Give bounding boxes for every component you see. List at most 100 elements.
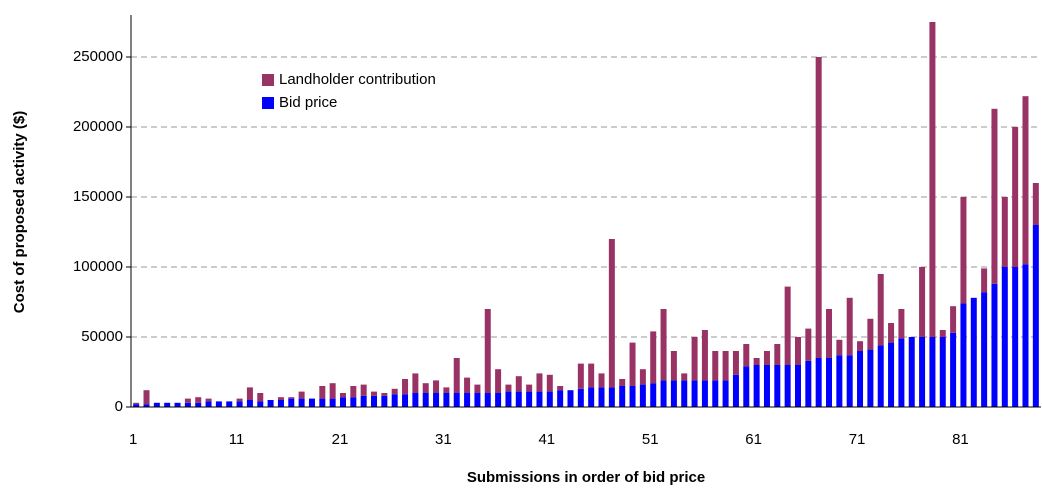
bar-segment	[639, 384, 646, 407]
bar-segment	[929, 22, 936, 337]
bar-segment	[681, 373, 688, 381]
bar-segment	[505, 391, 512, 407]
bar-segment	[991, 108, 998, 284]
bar-segment	[701, 380, 708, 407]
bar-segment	[763, 351, 770, 365]
bar-segment	[846, 297, 853, 356]
bar-segment	[877, 274, 884, 346]
bar-segment	[205, 401, 212, 407]
bar-segment	[577, 388, 584, 407]
bar-segment	[288, 398, 295, 407]
y-tick-label: 100000	[73, 258, 123, 275]
bar-segment	[236, 401, 243, 407]
bar-segment	[888, 323, 895, 343]
bar-segment	[691, 337, 698, 381]
bar-segment	[350, 397, 357, 407]
bar-segment	[877, 345, 884, 407]
bar-segment	[939, 337, 946, 407]
legend-swatch	[262, 97, 274, 109]
bar-segment	[950, 306, 957, 333]
bar-segment	[815, 358, 822, 407]
bar-segment	[195, 397, 202, 403]
bar-segment	[577, 363, 584, 389]
bar-segment	[1012, 127, 1019, 267]
bar-segment	[474, 393, 481, 407]
bar-segment	[546, 391, 553, 407]
bar-segment	[784, 365, 791, 407]
y-tick-label: 0	[115, 398, 123, 415]
bar-segment	[608, 239, 615, 388]
bar-segment	[898, 309, 905, 339]
bar-segment	[743, 366, 750, 407]
bar-segment	[557, 390, 564, 407]
bar-segment	[981, 292, 988, 407]
bar-segment	[381, 393, 388, 396]
bar-segment	[339, 393, 346, 398]
bar-segment	[970, 297, 977, 407]
bar-segment	[1022, 96, 1029, 265]
bar-segment	[1001, 267, 1008, 407]
bar-segment	[939, 330, 946, 337]
bar-segment	[433, 393, 440, 407]
bar-segment	[402, 379, 409, 395]
bar-segment	[381, 395, 388, 407]
bar-segment	[857, 351, 864, 407]
bar-segment	[588, 387, 595, 407]
bar-segment	[391, 394, 398, 407]
bar-segment	[484, 393, 491, 407]
bar-segment	[319, 386, 326, 399]
bar-segment	[753, 358, 760, 365]
bar-segment	[888, 342, 895, 407]
bar-segment	[536, 373, 543, 392]
bar-segment	[846, 355, 853, 407]
bar-segment	[732, 351, 739, 375]
bar-segment	[319, 398, 326, 407]
bar-segment	[164, 402, 171, 407]
bar-segment	[950, 332, 957, 407]
y-tick-label: 200000	[73, 118, 123, 135]
legend-swatch	[262, 74, 274, 86]
bar-segment	[722, 351, 729, 381]
bar-segment	[133, 402, 140, 405]
x-tick-label: 61	[745, 431, 762, 448]
bar-segment	[402, 394, 409, 407]
bar-segment	[391, 388, 398, 395]
bar-segment	[257, 393, 264, 402]
bar-segment	[174, 402, 181, 407]
bar-segment	[774, 365, 781, 407]
bar-segment	[701, 330, 708, 381]
bar-segment	[567, 390, 574, 407]
bar-segment	[619, 386, 626, 407]
bar-segment	[339, 397, 346, 407]
bar-segment	[484, 309, 491, 393]
bar-segment	[960, 303, 967, 407]
bar-segment	[464, 393, 471, 407]
bar-segment	[195, 402, 202, 407]
bar-segment	[267, 400, 274, 407]
y-tick-label: 150000	[73, 188, 123, 205]
bar-segment	[526, 391, 533, 407]
bar-segment	[329, 398, 336, 407]
bar-segment	[495, 369, 502, 393]
bar-segment	[660, 380, 667, 407]
bar-segment	[908, 337, 915, 407]
x-tick-label: 1	[129, 431, 137, 448]
bar-segment	[277, 400, 284, 407]
bar-segment	[371, 395, 378, 407]
bar-segment	[753, 365, 760, 407]
bar-segment	[1022, 264, 1029, 407]
bar-segment	[1032, 225, 1039, 407]
bar-segment	[184, 398, 191, 403]
bar-segment	[443, 387, 450, 393]
bar-segment	[629, 386, 636, 407]
bar-segment	[826, 358, 833, 407]
bar-segment	[919, 337, 926, 407]
bar-segment	[143, 390, 150, 405]
bar-segment	[422, 383, 429, 393]
bar-segment	[857, 341, 864, 351]
bar-segment	[991, 283, 998, 407]
bar-segment	[743, 344, 750, 367]
bar-segment	[453, 358, 460, 393]
bar-segment	[277, 397, 284, 400]
